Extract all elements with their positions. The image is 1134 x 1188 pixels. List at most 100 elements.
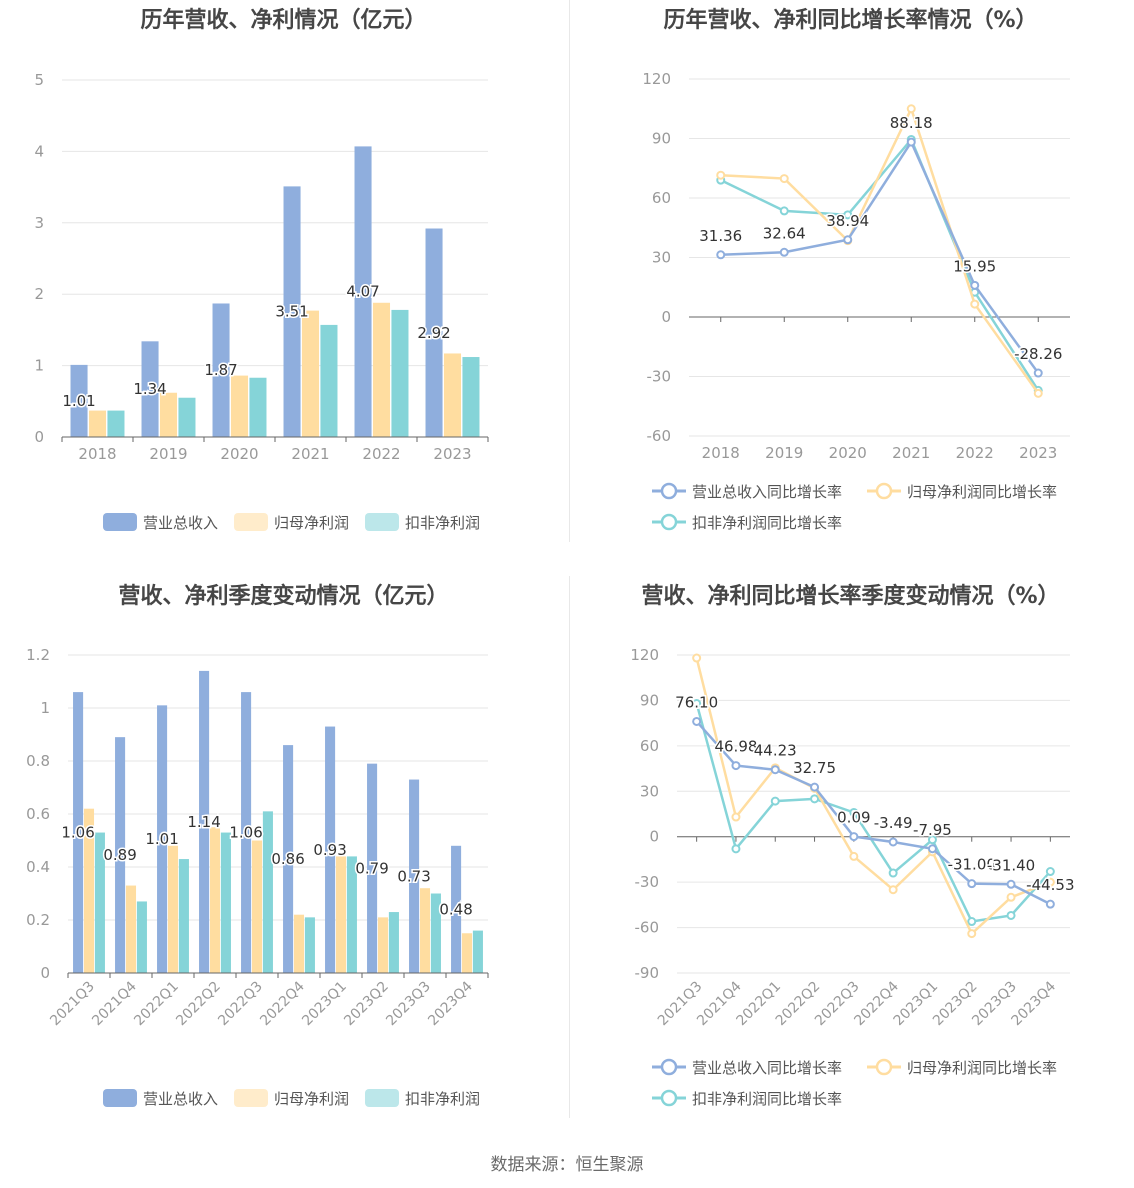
series-line [720, 139, 1040, 374]
data-point [770, 796, 780, 806]
data-label: 76.10 [675, 693, 718, 711]
legend-label: 归母净利润同比增长率 [907, 1059, 1057, 1077]
x-tick-label: 2022Q2 [173, 979, 224, 1030]
legend-label: 营业总收入 [143, 514, 218, 532]
x-tick-label: 2022Q3 [215, 979, 266, 1030]
x-tick-label: 2019 [765, 444, 803, 462]
data-label: 1.34 [133, 380, 166, 398]
bar [220, 832, 231, 973]
y-tick-label: 0.8 [26, 752, 50, 770]
x-tick-label: 2021 [291, 445, 329, 463]
y-tick-label: 0.6 [26, 805, 50, 823]
y-tick-label: 60 [652, 189, 671, 207]
x-tick-label: 2021Q4 [89, 978, 140, 1029]
data-label: 1.87 [204, 361, 237, 379]
data-point [1006, 892, 1016, 902]
bar [354, 146, 372, 438]
bar [136, 901, 147, 973]
quarterly-revenue-profit-panel: 营收、净利季度变动情况（亿元） 0 0.2 0.4 0.6 0.8 1 1.2 1.06 0.8… [0, 576, 567, 1136]
bar [409, 779, 420, 973]
x-tick-label: 2023Q2 [341, 979, 392, 1030]
legend-label: 归母净利润 [274, 1090, 349, 1108]
data-point [888, 837, 898, 847]
data-point [1033, 388, 1043, 398]
bar [83, 808, 95, 973]
x-tick-label: 2023Q3 [383, 979, 434, 1030]
data-point [716, 170, 726, 180]
data-point [927, 835, 937, 845]
x-tick-label: 2021 [892, 444, 930, 462]
data-label: 31.36 [699, 227, 742, 245]
legend-label: 归母净利润 [274, 514, 349, 532]
bar [461, 933, 473, 973]
data-label: 0.48 [439, 900, 472, 918]
data-point [779, 247, 789, 257]
bar [241, 692, 252, 973]
x-tick-label: 2023 [1019, 444, 1057, 462]
y-tick-label: -90 [635, 964, 660, 982]
bar [472, 930, 483, 973]
y-tick-label: 3 [34, 214, 44, 232]
bar [157, 705, 168, 973]
data-point [967, 917, 977, 927]
bar [377, 917, 389, 973]
legend-label: 营业总收入同比增长率 [692, 483, 842, 501]
bar [70, 364, 88, 437]
bar [141, 341, 159, 437]
y-tick-label: 1.2 [26, 646, 50, 664]
data-point [849, 807, 859, 817]
series-line [695, 720, 1051, 906]
bar [391, 309, 409, 437]
legend-swatch [103, 1089, 137, 1107]
legend-marker [875, 1058, 893, 1076]
data-point [843, 235, 853, 245]
data-label: 32.64 [763, 224, 806, 242]
y-tick-label: 30 [640, 782, 659, 800]
data-label: 2.92 [417, 324, 450, 342]
y-tick-label: 30 [652, 249, 671, 267]
data-point [843, 210, 853, 220]
data-label: 0.93 [313, 841, 346, 859]
x-tick-label: 2022Q1 [131, 979, 182, 1030]
legend-swatch [365, 1089, 399, 1107]
x-tick-label: 2018 [702, 444, 740, 462]
x-tick-label: 2022 [956, 444, 994, 462]
bar [304, 917, 315, 973]
data-label: 15.95 [953, 257, 996, 275]
bar [419, 888, 431, 973]
vertical-divider-bottom [569, 576, 570, 1118]
bar [125, 885, 137, 973]
bar [430, 893, 441, 973]
bar [462, 357, 480, 437]
data-point [888, 885, 898, 895]
data-point [1045, 867, 1055, 877]
y-tick-label: 1 [34, 357, 44, 375]
legend-label: 营业总收入同比增长率 [692, 1059, 842, 1077]
data-label: 1.01 [145, 830, 178, 848]
annual-revenue-profit-chart: 0 1 2 3 4 5 1.01 1.34 1.87 3.51 4.07 2.92 2018 2019 20… [34, 71, 489, 532]
y-tick-label: 90 [652, 130, 671, 148]
quarterly-growth-rate-chart: -90-60-3003060901202021Q32021Q42022Q1202… [630, 646, 1076, 1108]
data-label: 1.14 [187, 813, 220, 831]
bar [388, 912, 399, 973]
series-line [720, 105, 1040, 395]
data-point [906, 104, 916, 114]
data-point [967, 879, 977, 889]
bar [262, 811, 273, 973]
bar [159, 392, 178, 437]
data-label: 88.18 [890, 114, 933, 132]
bar [293, 914, 305, 973]
data-label: 46.98 [714, 738, 757, 756]
data-label: 38.94 [826, 212, 869, 230]
data-label: -3.49 [874, 814, 913, 832]
bar [251, 840, 263, 973]
bar [209, 827, 221, 973]
x-tick-label: 2019 [149, 445, 187, 463]
x-tick-label: 2022Q4 [257, 978, 308, 1029]
bar [372, 302, 391, 437]
data-point [810, 794, 820, 804]
x-tick-label: 2020 [220, 445, 258, 463]
bar [167, 845, 179, 973]
chart-title: 历年营收、净利同比增长率情况（%） [663, 8, 1038, 33]
y-tick-label: 0 [40, 964, 50, 982]
